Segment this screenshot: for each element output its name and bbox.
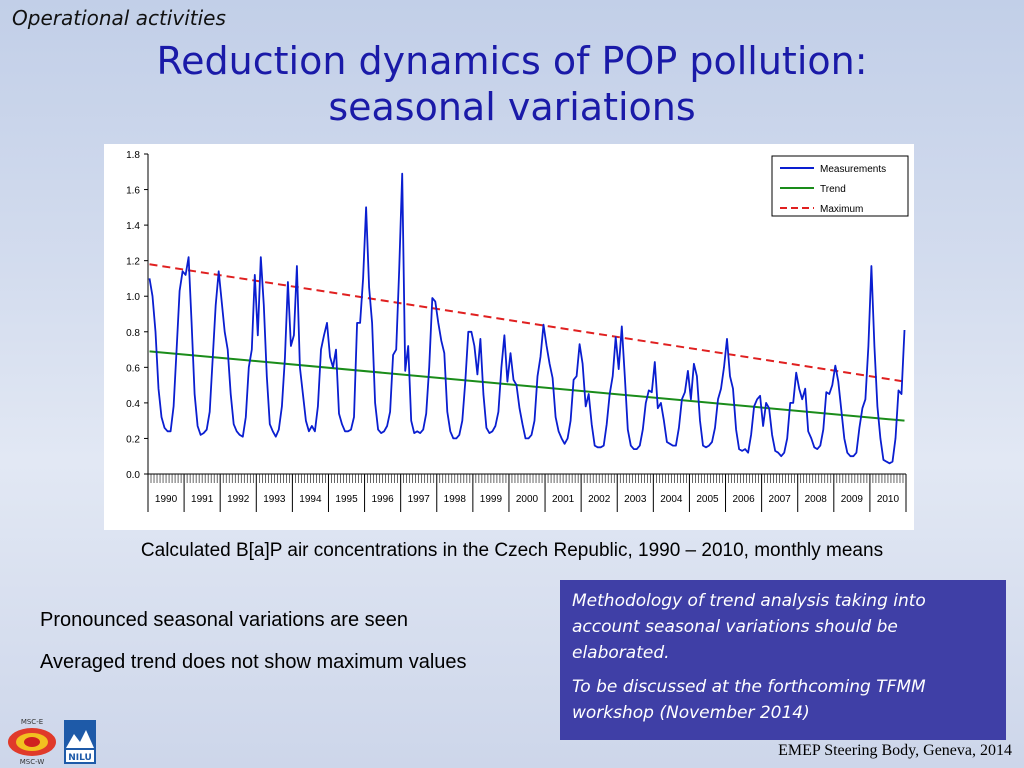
bullet-seasonal: Pronounced seasonal variations are seen <box>40 609 409 631</box>
methodology-note: Methodology of trend analysis taking int… <box>560 580 1006 740</box>
y-tick-label: 0.6 <box>126 363 140 374</box>
legend-label-maximum: Maximum <box>820 204 863 215</box>
x-year-label: 2000 <box>516 494 539 505</box>
x-year-label: 1994 <box>299 494 322 505</box>
bullet-trend: Averaged trend does not show maximum val… <box>40 651 467 673</box>
x-year-label: 1992 <box>227 494 250 505</box>
x-year-label: 1998 <box>444 494 467 505</box>
title-line-2: seasonal variations <box>328 85 696 129</box>
x-year-label: 1999 <box>480 494 503 505</box>
msc-bottom-label: MSC-W <box>20 758 45 766</box>
measurements-line <box>148 172 906 465</box>
note-paragraph-2: To be discussed at the forthcoming TFMM … <box>572 677 926 723</box>
x-year-label: 2004 <box>660 494 683 505</box>
y-tick-label: 0.2 <box>126 434 140 445</box>
x-year-label: 2009 <box>841 494 864 505</box>
legend-label-measurements: Measurements <box>820 164 886 175</box>
y-tick-label: 0.4 <box>126 399 140 410</box>
msc-top-label: MSC-E <box>21 718 43 726</box>
section-tag: Operational activities <box>12 6 226 30</box>
chart-caption: Calculated B[a]P air concentrations in t… <box>140 540 884 561</box>
nilu-label: NILU <box>68 753 92 763</box>
y-tick-label: 0.8 <box>126 328 140 339</box>
x-year-label: 2007 <box>769 494 792 505</box>
chart-svg: 0.0 0.2 0.4 0.6 0.8 1.0 1.2 1.4 1.6 1.8 1990 1991 19… <box>126 150 909 512</box>
x-year-label: 2008 <box>805 494 828 505</box>
y-tick-label: 1.0 <box>126 292 140 303</box>
chart-container: 0.0 0.2 0.4 0.6 0.8 1.0 1.2 1.4 1.6 1.8 1990 1991 19… <box>104 144 914 530</box>
msc-logo: MSC-E MSC-W <box>8 718 56 766</box>
y-tick-label: 1.6 <box>126 186 140 197</box>
title-line-1: Reduction dynamics of POP pollution: <box>156 39 868 83</box>
slide-title: Reduction dynamics of POP pollution: sea… <box>0 38 1024 130</box>
y-tick-label: 1.2 <box>126 257 140 268</box>
logo-area: MSC-E MSC-W NILU <box>4 716 104 766</box>
x-year-label: 2003 <box>624 494 647 505</box>
footer-text: EMEP Steering Body, Geneva, 2014 <box>778 742 1012 759</box>
x-year-label: 1996 <box>371 494 394 505</box>
maximum-line <box>149 263 905 383</box>
legend-label-trend: Trend <box>820 184 846 195</box>
trend-line <box>149 350 905 422</box>
y-tick-label: 0.0 <box>126 470 140 481</box>
x-year-label: 2005 <box>696 494 719 505</box>
x-year-label: 1991 <box>191 494 214 505</box>
legend-box <box>771 155 909 217</box>
x-year-label: 2001 <box>552 494 575 505</box>
x-year-label: 1997 <box>408 494 431 505</box>
x-year-label: 1993 <box>263 494 286 505</box>
note-paragraph-1: Methodology of trend analysis taking int… <box>572 591 926 663</box>
x-year-label: 1995 <box>335 494 358 505</box>
x-year-label: 2010 <box>877 494 900 505</box>
y-tick-label: 1.8 <box>126 150 140 161</box>
x-year-label: 1990 <box>155 494 178 505</box>
nilu-logo: NILU <box>64 720 96 764</box>
y-tick-label: 1.4 <box>126 221 140 232</box>
x-year-label: 2002 <box>588 494 611 505</box>
x-year-label: 2006 <box>732 494 755 505</box>
